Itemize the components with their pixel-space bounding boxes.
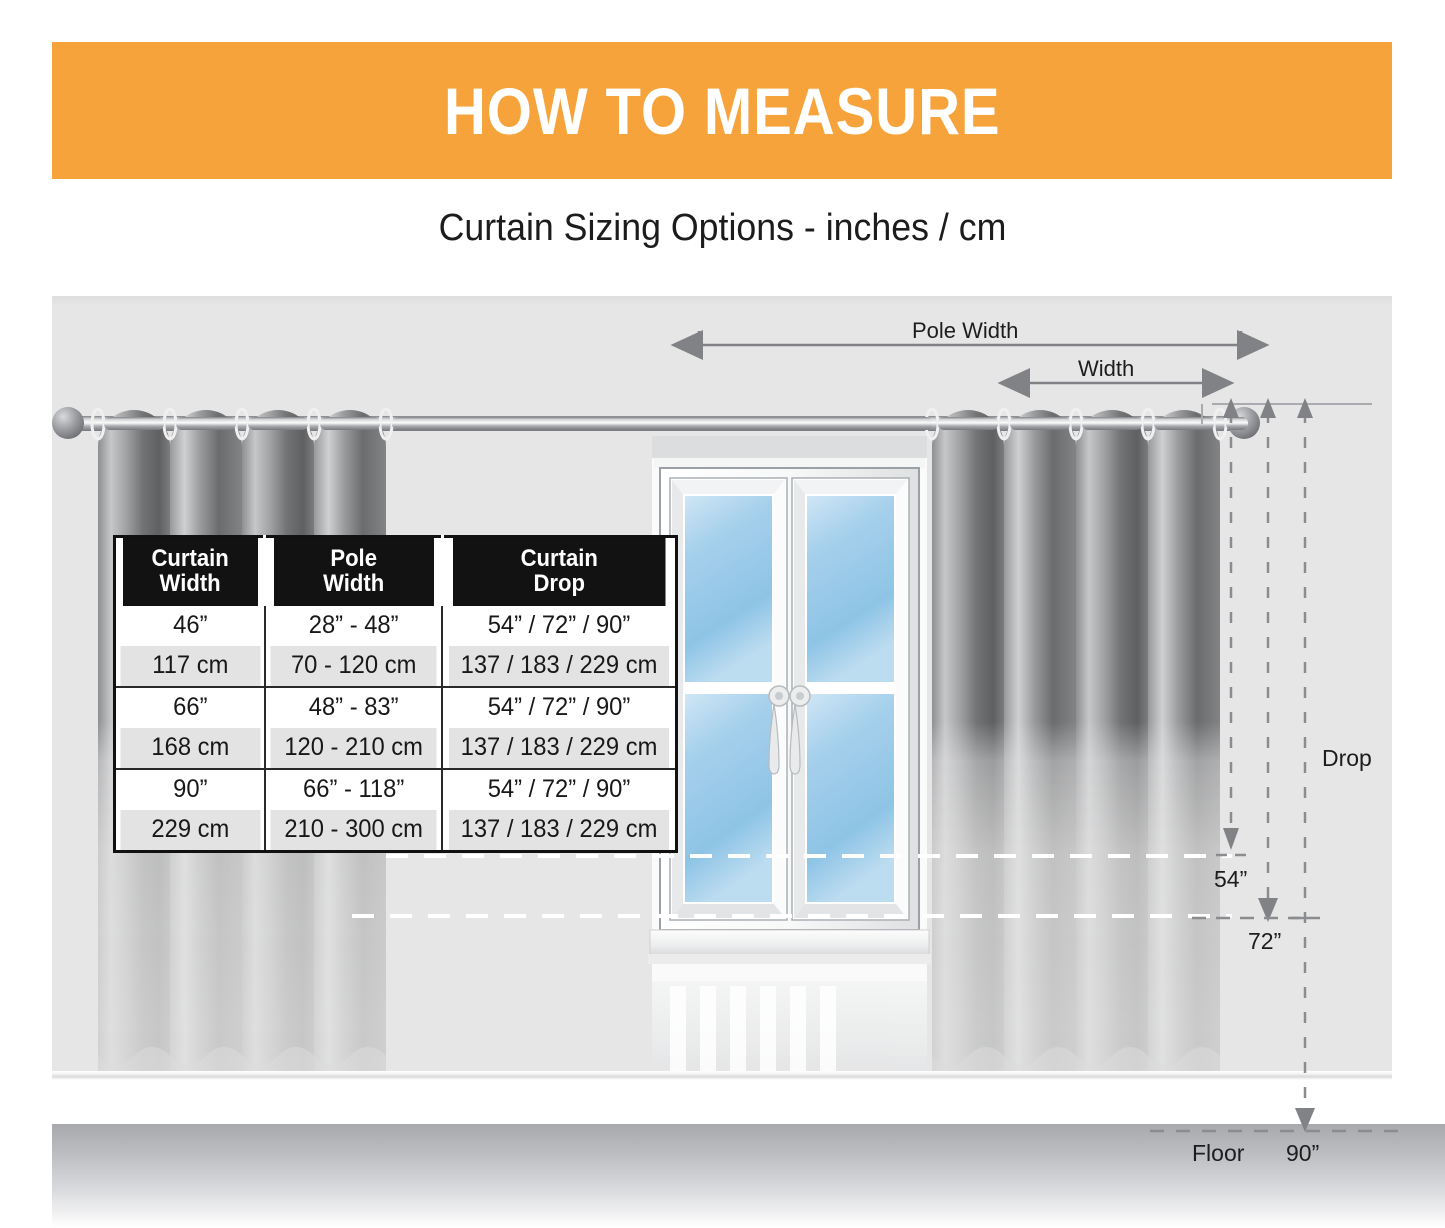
column-header-pole-width: Pole Width: [271, 536, 437, 607]
table-row: 90” 66” - 118” 54” / 72” / 90”: [115, 769, 677, 811]
curtain-sizing-table: Curtain Width Pole Width Curtain Drop 46…: [113, 535, 678, 854]
cell-curtain-drop: 137 / 183 / 229 cm: [447, 728, 671, 771]
header-line-1: Curtain: [520, 545, 598, 572]
pole-width-label: Pole Width: [912, 318, 1019, 343]
curtain-right: [932, 410, 1220, 1071]
glass-pane: [807, 496, 894, 682]
cell-pole-width: 120 - 210 cm: [269, 728, 439, 771]
window-handle-right: [789, 685, 811, 775]
header-line-2: Drop: [533, 569, 586, 597]
wall-top-shade: [52, 296, 1392, 306]
drop-label: Drop: [1322, 745, 1372, 771]
table-row: 66” 48” - 83” 54” / 72” / 90”: [115, 687, 677, 729]
cell-pole-width: 210 - 300 cm: [269, 810, 439, 852]
floor-label: Floor: [1192, 1140, 1245, 1166]
cell-curtain-drop: 137 / 183 / 229 cm: [447, 646, 671, 689]
cell-curtain-width: 66”: [118, 687, 262, 729]
glass-pane: [685, 694, 772, 902]
table-row: 168 cm 120 - 210 cm 137 / 183 / 229 cm: [115, 728, 677, 771]
window-handle-left: [768, 685, 790, 775]
table-row: 229 cm 210 - 300 cm 137 / 183 / 229 cm: [115, 810, 677, 852]
floor-surface: [52, 1124, 1445, 1228]
drop-90-label: 90”: [1286, 1140, 1320, 1166]
glass-pane: [807, 694, 894, 902]
cell-pole-width: 28” - 48”: [269, 606, 439, 647]
table-row: 46” 28” - 48” 54” / 72” / 90”: [115, 606, 677, 647]
drop-54-label: 54”: [1214, 866, 1248, 892]
width-label: Width: [1078, 356, 1135, 381]
cell-curtain-drop: 54” / 72” / 90”: [487, 693, 631, 722]
table-header-row: Curtain Width Pole Width Curtain Drop: [115, 536, 677, 607]
cell-curtain-drop: 54” / 72” / 90”: [487, 611, 631, 640]
header-line-1: Curtain: [150, 545, 229, 572]
cell-pole-width: 70 - 120 cm: [269, 646, 439, 689]
cell-curtain-width: 168 cm: [118, 728, 262, 771]
cell-curtain-width: 90”: [118, 769, 262, 811]
cell-pole-width: 66” - 118”: [269, 769, 439, 811]
cell-curtain-drop: 54” / 72” / 90”: [487, 775, 631, 804]
cell-curtain-width: 229 cm: [118, 810, 262, 852]
column-header-curtain-width: Curtain Width: [120, 536, 261, 607]
column-header-curtain-drop: Curtain Drop: [451, 536, 668, 607]
subtitle: Curtain Sizing Options - inches / cm: [438, 207, 1007, 249]
header-line-2: Width: [322, 569, 384, 597]
table-row: 117 cm 70 - 120 cm 137 / 183 / 229 cm: [115, 646, 677, 689]
pole-finial-left: [52, 407, 84, 439]
cell-pole-width: 48” - 83”: [269, 687, 439, 729]
window-graphic: [648, 436, 931, 1056]
cell-curtain-width: 46”: [118, 606, 262, 647]
drop-72-label: 72”: [1248, 928, 1282, 954]
cell-curtain-width: 117 cm: [118, 646, 262, 689]
cell-curtain-drop: 137 / 183 / 229 cm: [447, 810, 671, 852]
header-banner: HOW TO MEASURE: [52, 42, 1392, 179]
radiator-graphic: [652, 981, 927, 1071]
pole-segments: [104, 417, 1248, 430]
skirting-board: [52, 1071, 1392, 1080]
glass-pane: [685, 496, 772, 682]
header-line-2: Width: [159, 569, 221, 597]
page-title: HOW TO MEASURE: [443, 73, 1001, 148]
header-line-1: Pole: [330, 545, 377, 572]
